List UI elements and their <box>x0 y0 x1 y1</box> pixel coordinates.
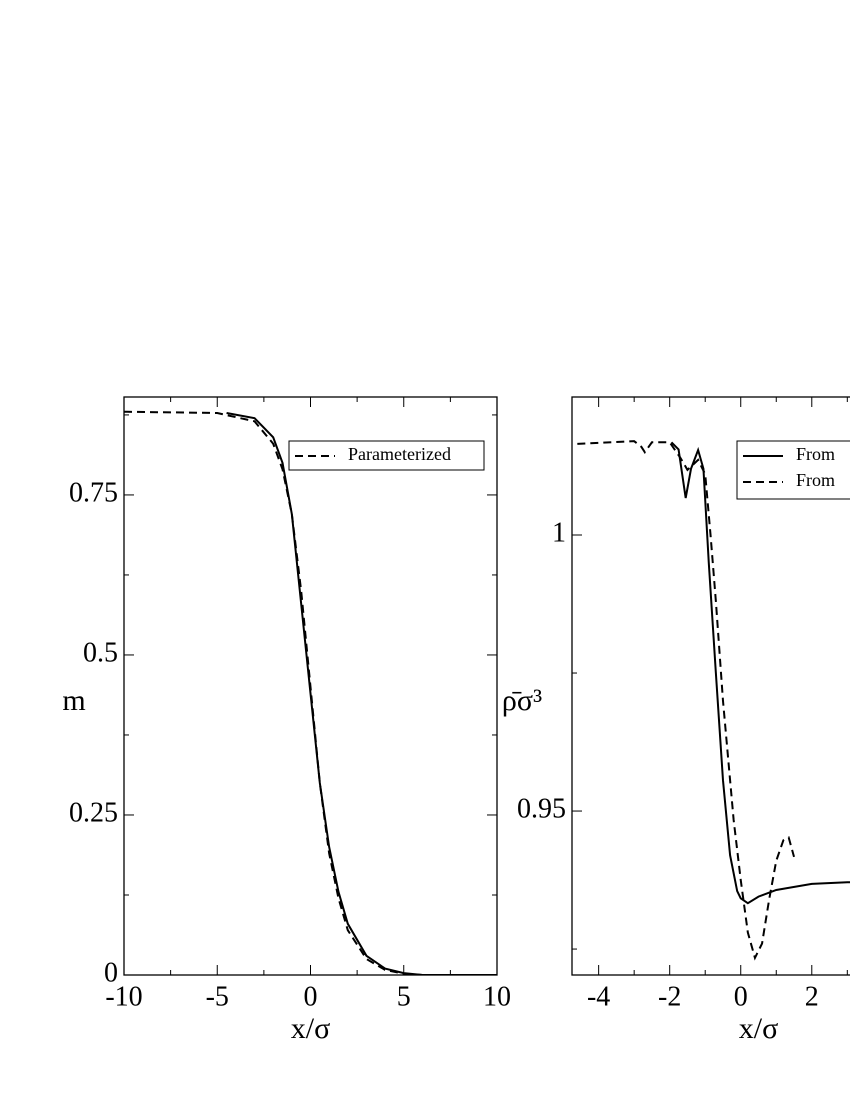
legend-box <box>736 440 850 500</box>
y-tick-label: 1 <box>552 517 566 548</box>
legend-label: From <box>796 444 835 464</box>
data-line <box>124 410 497 975</box>
y-axis-label: ρ̄σ³ <box>502 684 542 717</box>
x-axis-label: x/σ <box>291 1012 331 1045</box>
x-tick-label: -5 <box>206 981 229 1012</box>
x-tick-label: 0 <box>734 981 748 1012</box>
x-tick-label: 2 <box>805 981 819 1012</box>
data-line <box>577 440 795 961</box>
plot-frame <box>571 396 850 976</box>
x-axis-label: x/σ <box>739 1012 779 1045</box>
data-line <box>670 441 850 905</box>
x-tick-label: 0 <box>304 981 318 1012</box>
legend-label: From <box>796 470 835 490</box>
x-tick-label: -10 <box>105 981 142 1012</box>
y-tick-label: 0 <box>104 957 118 988</box>
y-tick-label: 0.95 <box>517 793 566 824</box>
y-axis-label: m <box>62 684 85 717</box>
x-tick-label: 10 <box>483 981 511 1012</box>
y-tick-label: 0.5 <box>83 637 118 668</box>
x-tick-label: 5 <box>397 981 411 1012</box>
y-tick-label: 0.25 <box>69 797 118 828</box>
y-tick-label: 0.75 <box>69 477 118 508</box>
data-line <box>226 412 497 975</box>
x-tick-label: -2 <box>658 981 681 1012</box>
x-tick-label: -4 <box>587 981 610 1012</box>
legend-label: Parameterized <box>348 444 451 464</box>
